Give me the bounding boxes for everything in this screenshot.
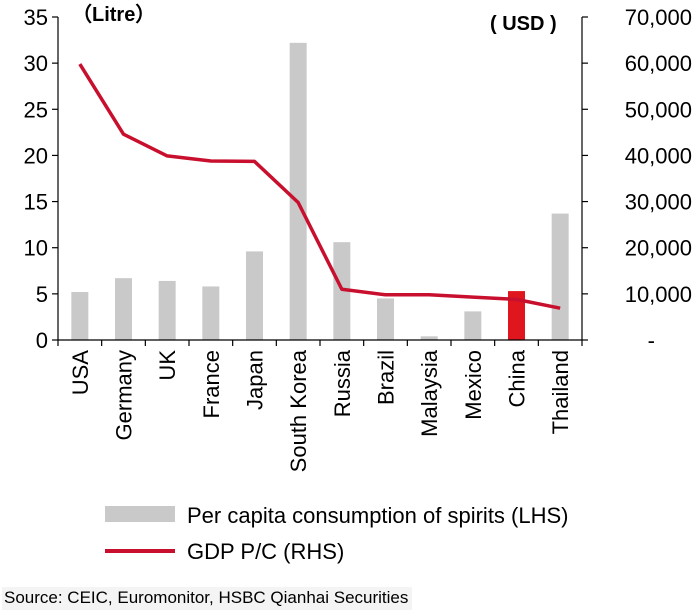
bar-usa <box>71 292 89 340</box>
right-axis-unit: ( USD ) <box>490 13 557 35</box>
bar-mexico <box>464 311 482 340</box>
right-tick-label: 50,000 <box>625 97 692 122</box>
right-tick-label: - <box>648 328 655 353</box>
left-tick-label: 0 <box>36 328 48 353</box>
right-tick-label: 70,000 <box>625 5 692 30</box>
source-note: Source: CEIC, Euromonitor, HSBC Qianhai … <box>2 587 413 610</box>
left-tick-label: 25 <box>24 97 48 122</box>
bar-germany <box>115 278 132 340</box>
gdp-line <box>78 63 561 310</box>
left-tick-label: 5 <box>36 282 48 307</box>
x-tick-label: China <box>505 349 530 407</box>
right-tick-label: 60,000 <box>625 51 692 76</box>
left-tick-label: 35 <box>24 5 48 30</box>
x-tick-label: France <box>199 350 224 418</box>
left-tick-label: 30 <box>24 51 48 76</box>
bar-japan <box>246 251 263 340</box>
x-tick-label: Japan <box>243 350 268 410</box>
legend-label-bar: Per capita consumption of spirits (LHS) <box>187 503 569 528</box>
x-tick-label: Malaysia <box>417 349 442 437</box>
bar-uk <box>158 280 176 340</box>
left-axis-unit: （Litre） <box>72 3 155 26</box>
plot-area: 0 5 10 15 20 25 30 35 - 10,000 20,000 30,000 40,000 5… <box>24 5 692 472</box>
x-tick-label: Russia <box>330 349 355 417</box>
bar-brazil <box>377 298 394 340</box>
legend-swatch-bar <box>105 506 175 522</box>
x-tick-label: Thailand <box>548 350 573 434</box>
bar-malaysia <box>420 336 438 340</box>
x-tick-label: UK <box>155 350 180 381</box>
bar-china <box>508 291 525 340</box>
bar-thailand <box>551 213 569 340</box>
bar-russia <box>333 242 351 340</box>
x-tick-label: Germany <box>112 350 137 440</box>
left-tick-label: 20 <box>24 143 48 168</box>
bar-south-korea <box>289 42 307 341</box>
x-tick-label: Mexico <box>461 350 486 420</box>
x-tick-label: Brazil <box>374 350 399 405</box>
right-tick-label: 10,000 <box>625 282 692 307</box>
bar-france <box>202 286 220 340</box>
x-tick-label: South Korea <box>286 349 311 472</box>
left-tick-label: 10 <box>24 236 48 261</box>
left-tick-label: 15 <box>24 190 48 215</box>
right-tick-label: 40,000 <box>625 143 692 168</box>
right-tick-label: 20,000 <box>625 236 692 261</box>
legend-label-line: GDP P/C (RHS) <box>187 539 344 564</box>
legend: Per capita consumption of spirits (LHS) … <box>105 503 569 564</box>
right-tick-label: 30,000 <box>625 190 692 215</box>
x-tick-label: USA <box>68 350 93 396</box>
